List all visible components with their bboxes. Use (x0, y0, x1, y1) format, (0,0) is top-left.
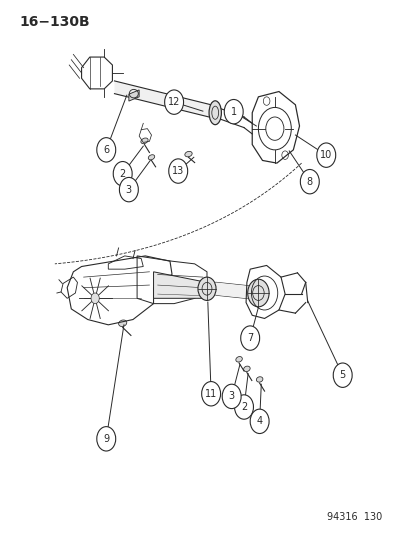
Circle shape (97, 426, 115, 451)
Text: 10: 10 (319, 150, 332, 160)
Circle shape (97, 138, 115, 162)
Circle shape (169, 159, 187, 183)
Text: 7: 7 (247, 333, 253, 343)
Text: 94316  130: 94316 130 (327, 512, 382, 522)
Circle shape (240, 326, 259, 350)
Circle shape (164, 90, 183, 114)
Text: 6: 6 (103, 145, 109, 155)
Ellipse shape (140, 138, 148, 144)
Text: 2: 2 (240, 402, 247, 412)
Polygon shape (114, 81, 211, 117)
Text: 9: 9 (103, 434, 109, 444)
Circle shape (316, 143, 335, 167)
Circle shape (201, 382, 220, 406)
Ellipse shape (184, 151, 192, 157)
Circle shape (249, 409, 268, 433)
Text: 2: 2 (119, 169, 126, 179)
Polygon shape (216, 282, 256, 300)
Text: 5: 5 (339, 370, 345, 380)
Circle shape (91, 293, 99, 304)
Circle shape (224, 100, 242, 124)
Circle shape (332, 363, 351, 387)
Text: 3: 3 (126, 184, 132, 195)
Ellipse shape (235, 357, 242, 362)
Ellipse shape (243, 366, 249, 372)
Circle shape (113, 161, 132, 186)
Circle shape (299, 169, 318, 194)
Circle shape (197, 277, 216, 301)
Text: 1: 1 (230, 107, 236, 117)
Polygon shape (153, 272, 206, 298)
Text: 3: 3 (228, 391, 234, 401)
Ellipse shape (209, 101, 221, 125)
Text: 4: 4 (256, 416, 262, 426)
Ellipse shape (119, 320, 126, 327)
Text: 16−130B: 16−130B (20, 14, 90, 29)
Circle shape (119, 177, 138, 202)
Text: 8: 8 (306, 176, 312, 187)
Polygon shape (128, 90, 139, 101)
Text: 13: 13 (172, 166, 184, 176)
Text: 11: 11 (204, 389, 217, 399)
Circle shape (222, 384, 240, 409)
Circle shape (234, 395, 253, 419)
Ellipse shape (256, 377, 262, 382)
Circle shape (247, 279, 268, 307)
Ellipse shape (148, 155, 154, 160)
Text: 12: 12 (168, 97, 180, 107)
